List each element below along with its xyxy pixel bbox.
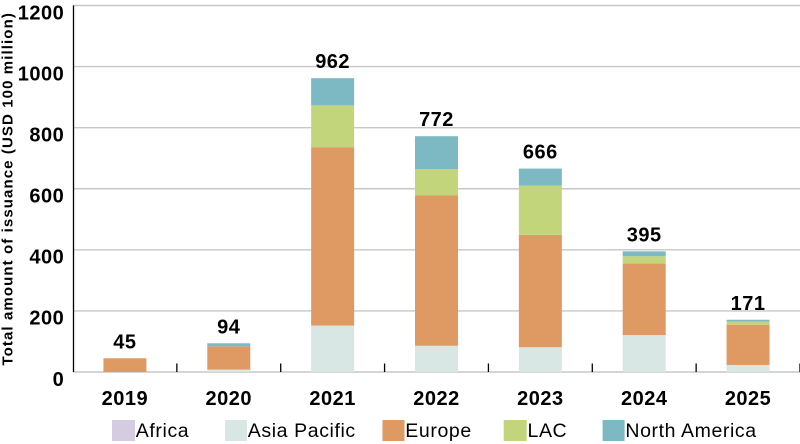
svg-text:Total amount of issuance (USD: Total amount of issuance (USD 100 millio… <box>0 12 17 365</box>
svg-text:1200: 1200 <box>18 2 65 24</box>
svg-text:Europe: Europe <box>405 420 471 442</box>
svg-text:1000: 1000 <box>18 63 65 85</box>
svg-text:94: 94 <box>217 316 241 338</box>
svg-text:800: 800 <box>29 124 64 146</box>
svg-text:200: 200 <box>29 308 64 330</box>
svg-text:171: 171 <box>731 293 766 315</box>
svg-text:LAC: LAC <box>528 420 568 442</box>
svg-text:0: 0 <box>53 369 65 391</box>
svg-text:2021: 2021 <box>309 388 356 410</box>
svg-text:North America: North America <box>625 420 756 442</box>
svg-text:Asia Pacific: Asia Pacific <box>248 420 356 442</box>
svg-text:400: 400 <box>29 247 64 269</box>
svg-text:2025: 2025 <box>725 388 772 410</box>
svg-text:772: 772 <box>419 109 454 131</box>
svg-text:Africa: Africa <box>136 420 189 442</box>
svg-text:2024: 2024 <box>621 388 668 410</box>
svg-text:45: 45 <box>113 331 136 353</box>
svg-text:600: 600 <box>29 186 64 208</box>
svg-text:2023: 2023 <box>517 388 564 410</box>
svg-text:666: 666 <box>523 142 558 164</box>
svg-text:962: 962 <box>315 51 350 73</box>
svg-text:2019: 2019 <box>102 388 149 410</box>
svg-text:2022: 2022 <box>413 388 460 410</box>
svg-text:395: 395 <box>627 224 662 246</box>
svg-text:2020: 2020 <box>206 388 253 410</box>
